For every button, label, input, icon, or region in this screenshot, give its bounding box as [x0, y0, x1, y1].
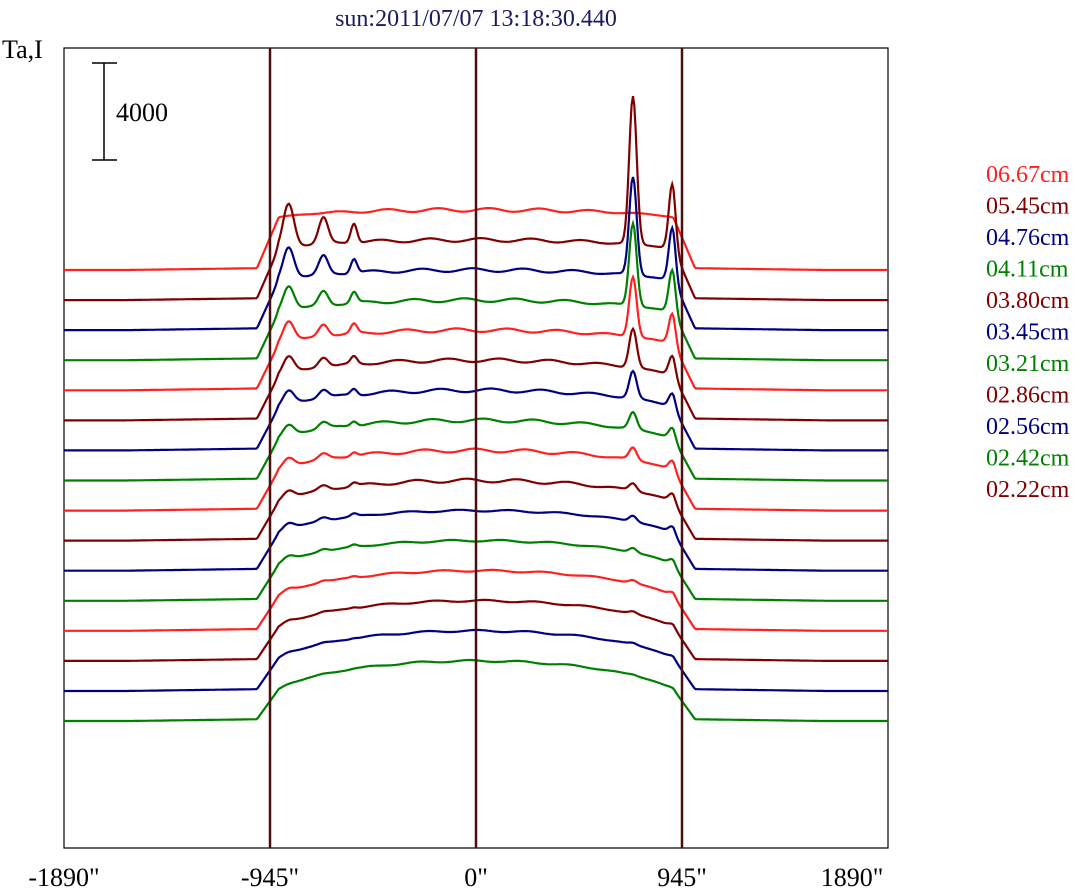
legend-item: 06.67cm: [986, 162, 1070, 188]
x-tick-label: -1890": [28, 863, 99, 892]
legend-item: 03.80cm: [986, 288, 1070, 314]
x-tick-labels: -1890" -945" 0" 945" 1890": [28, 863, 883, 892]
chart-title: sun:2011/07/07 13:18:30.440: [335, 6, 617, 32]
legend-item: 03.45cm: [986, 320, 1070, 346]
legend-item: 04.11cm: [986, 257, 1069, 283]
y-axis-label: Ta,I: [2, 35, 43, 64]
legend-item: 02.86cm: [986, 383, 1070, 409]
scale-bar: 4000: [92, 62, 168, 161]
vertical-lines: [268, 48, 684, 848]
scale-bar-label: 4000: [116, 98, 168, 127]
x-tick-label: -945": [241, 863, 299, 892]
x-tick-label: 945": [657, 863, 707, 892]
legend: 06.67cm 05.45cm 04.76cm 04.11cm 03.80cm 03.45…: [986, 162, 1070, 503]
x-tick-label: 1890": [821, 863, 884, 892]
legend-item: 02.42cm: [986, 446, 1070, 472]
legend-item: 05.45cm: [986, 194, 1070, 220]
legend-item: 04.76cm: [986, 225, 1070, 251]
legend-item: 02.56cm: [986, 414, 1070, 440]
x-tick-label: 0": [464, 863, 488, 892]
legend-item: 02.22cm: [986, 477, 1070, 503]
legend-item: 03.21cm: [986, 351, 1070, 377]
